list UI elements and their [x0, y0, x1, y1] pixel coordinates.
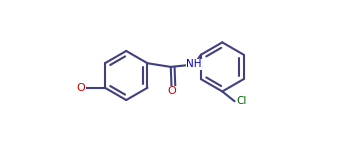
Text: O: O: [167, 87, 176, 96]
Text: O: O: [76, 83, 85, 93]
Text: Cl: Cl: [236, 96, 247, 106]
Text: NH: NH: [186, 59, 202, 69]
